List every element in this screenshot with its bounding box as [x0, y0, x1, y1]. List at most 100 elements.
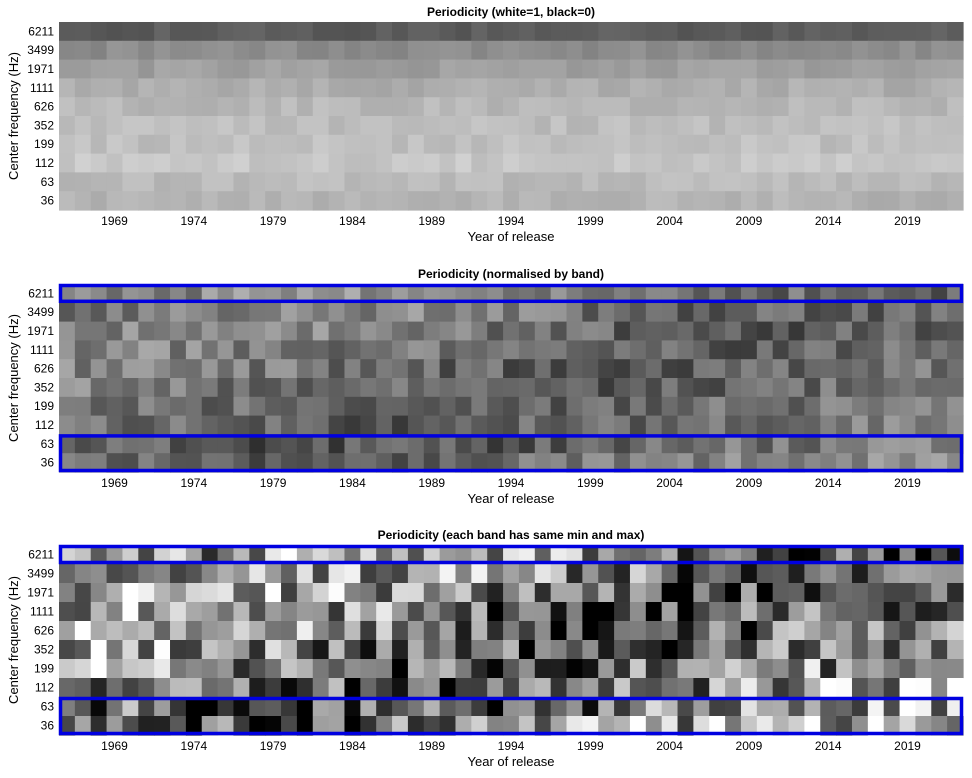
heatmap-cell [471, 284, 488, 304]
heatmap-cell [947, 697, 964, 717]
heatmap-cell [407, 172, 425, 192]
heatmap-cell [709, 583, 726, 603]
y-tick-label: 112 [35, 156, 54, 170]
heatmap-cell [344, 22, 361, 42]
heatmap-cell [931, 172, 948, 192]
heatmap-cell [217, 191, 235, 211]
heatmap-cell [677, 678, 694, 698]
heatmap-cell [503, 59, 520, 79]
heatmap-cell [614, 172, 631, 192]
heatmap-cell [756, 396, 774, 417]
heatmap-cell [820, 78, 837, 98]
heatmap-cell [645, 321, 663, 341]
heatmap-cell [788, 564, 805, 584]
heatmap-cell [122, 321, 139, 341]
heatmap-cell [851, 659, 869, 679]
heatmap-cell [725, 396, 742, 417]
heatmap-cell [947, 302, 964, 323]
heatmap-cell [154, 396, 171, 417]
heatmap-cell [836, 302, 853, 323]
heatmap-cell [677, 359, 694, 379]
y-tick-label: 1971 [27, 586, 54, 600]
heatmap-cell [265, 564, 282, 584]
heatmap-cell [566, 378, 583, 398]
heatmap-cell [328, 153, 346, 173]
heatmap-cell [423, 545, 441, 565]
heatmap-cell [201, 415, 219, 435]
heatmap-cell [614, 59, 631, 79]
heatmap-cell [487, 716, 504, 736]
heatmap-cell [566, 40, 583, 61]
heatmap-cell [725, 602, 742, 622]
heatmap-cell [614, 659, 631, 679]
heatmap-cell [740, 434, 758, 454]
heatmap-cell [217, 453, 235, 473]
heatmap-cell [170, 172, 187, 192]
heatmap-cell [725, 678, 742, 698]
heatmap-cell [614, 302, 631, 323]
heatmap-cell [154, 22, 171, 42]
heatmap-cell [423, 378, 441, 398]
heatmap-cell [534, 716, 552, 736]
heatmap-cell [328, 22, 346, 42]
heatmap-cell [772, 78, 790, 98]
heatmap-cell [201, 678, 219, 698]
heatmap-cell [265, 284, 282, 304]
heatmap-cell [138, 602, 155, 622]
heatmap-cell [281, 716, 298, 736]
heatmap-cell [851, 434, 869, 454]
heatmap-cell [614, 97, 631, 117]
heatmap-cell [883, 116, 901, 136]
heatmap-cell [677, 396, 694, 417]
heatmap-cell [296, 153, 314, 173]
heatmap-cell [899, 640, 917, 660]
heatmap-cell [851, 22, 869, 42]
heatmap-cell [170, 678, 187, 698]
heatmap-cell [756, 191, 774, 211]
heatmap-cell [471, 359, 488, 379]
heatmap-cell [201, 340, 219, 360]
heatmap-cell [677, 659, 694, 679]
heatmap-cell [820, 59, 837, 79]
heatmap-cell [661, 396, 679, 417]
heatmap-cell [487, 659, 504, 679]
heatmap-cell [804, 434, 821, 454]
heatmap-cell [360, 134, 377, 155]
heatmap-cell [170, 191, 187, 211]
heatmap-cell [550, 191, 568, 211]
heatmap-cell [582, 134, 599, 155]
heatmap-cell [487, 116, 504, 136]
heatmap-cell [233, 191, 250, 211]
heatmap-cell [439, 640, 457, 660]
heatmap-cell [74, 97, 92, 117]
heatmap-cell [629, 340, 647, 360]
heatmap-cell [645, 22, 663, 42]
heatmap-cell [740, 583, 758, 603]
heatmap-cell [836, 659, 853, 679]
heatmap-cell [217, 302, 235, 323]
heatmap-cell [550, 583, 568, 603]
heatmap-cell [423, 678, 441, 698]
heatmap-cell [804, 583, 821, 603]
heatmap-cell [376, 40, 393, 61]
heatmap-cell [154, 378, 171, 398]
heatmap-cell [693, 545, 710, 565]
heatmap-cell [455, 97, 472, 117]
heatmap-cell [106, 678, 124, 698]
heatmap-cell [439, 602, 457, 622]
heatmap-cell [74, 153, 92, 173]
heatmap-cell [503, 583, 520, 603]
heatmap-cell [820, 396, 837, 417]
heatmap-cell [265, 172, 282, 192]
y-tick-label: 1111 [30, 605, 54, 619]
heatmap-cell [138, 545, 155, 565]
heatmap-cell [312, 640, 330, 660]
heatmap-cell [360, 697, 377, 717]
y-tick-label: 3499 [27, 567, 54, 581]
heatmap-cell [90, 621, 108, 641]
heatmap-cell [154, 172, 171, 192]
heatmap-cell [90, 302, 108, 323]
heatmap-cell [629, 602, 647, 622]
heatmap-cell [376, 359, 393, 379]
heatmap-cell [518, 602, 536, 622]
